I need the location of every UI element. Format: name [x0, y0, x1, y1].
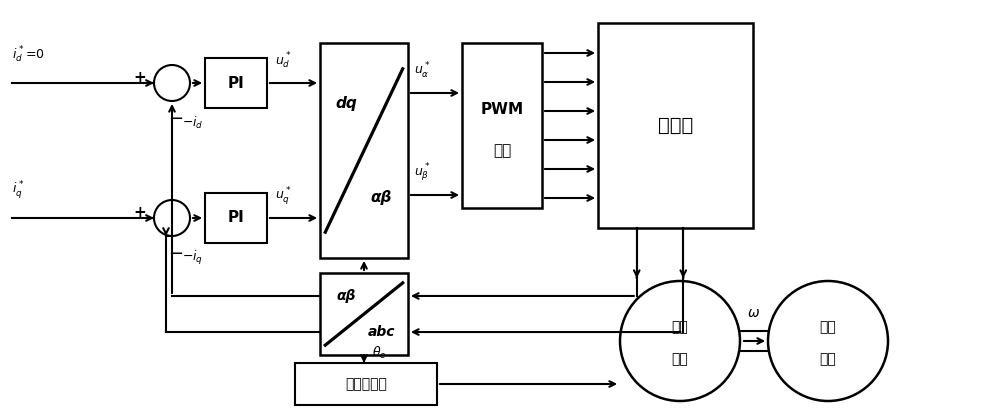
Text: 被测: 被测 [672, 320, 688, 334]
Text: 电机: 电机 [672, 352, 688, 366]
Text: 脉冲: 脉冲 [493, 143, 511, 158]
Text: $-i_q$: $-i_q$ [182, 249, 203, 267]
Circle shape [154, 200, 190, 236]
Text: +: + [134, 69, 146, 85]
Text: $u_\beta^*$: $u_\beta^*$ [414, 162, 430, 184]
FancyBboxPatch shape [462, 43, 542, 208]
Text: $u_\alpha^*$: $u_\alpha^*$ [414, 61, 430, 81]
Text: −: − [168, 110, 184, 128]
Text: PI: PI [228, 76, 244, 90]
Text: $i_d^*\!=\!0$: $i_d^*\!=\!0$ [12, 45, 45, 65]
Circle shape [768, 281, 888, 401]
FancyBboxPatch shape [205, 58, 267, 108]
FancyBboxPatch shape [598, 23, 753, 228]
FancyBboxPatch shape [295, 363, 437, 405]
Text: $u_d^*$: $u_d^*$ [275, 51, 291, 71]
Text: $u_q^*$: $u_q^*$ [275, 185, 291, 207]
Text: 电机: 电机 [820, 352, 836, 366]
Circle shape [620, 281, 740, 401]
Text: $\theta_e$: $\theta_e$ [372, 345, 387, 361]
Text: ω: ω [748, 306, 760, 320]
Circle shape [154, 65, 190, 101]
Text: dq: dq [336, 96, 357, 111]
Text: αβ: αβ [337, 289, 356, 303]
Text: PI: PI [228, 211, 244, 225]
FancyBboxPatch shape [205, 193, 267, 243]
Text: abc: abc [368, 325, 395, 339]
Text: −: − [168, 245, 184, 263]
Text: 逆变器: 逆变器 [658, 116, 693, 135]
FancyBboxPatch shape [320, 43, 408, 258]
Text: 陪试: 陪试 [820, 320, 836, 334]
Text: $-i_d$: $-i_d$ [182, 115, 204, 131]
Text: 位置传感器: 位置传感器 [345, 377, 387, 391]
FancyBboxPatch shape [320, 273, 408, 355]
Text: PWM: PWM [480, 102, 524, 116]
Text: αβ: αβ [371, 190, 392, 205]
Text: $i_q^*$: $i_q^*$ [12, 179, 24, 201]
Text: +: + [134, 204, 146, 219]
